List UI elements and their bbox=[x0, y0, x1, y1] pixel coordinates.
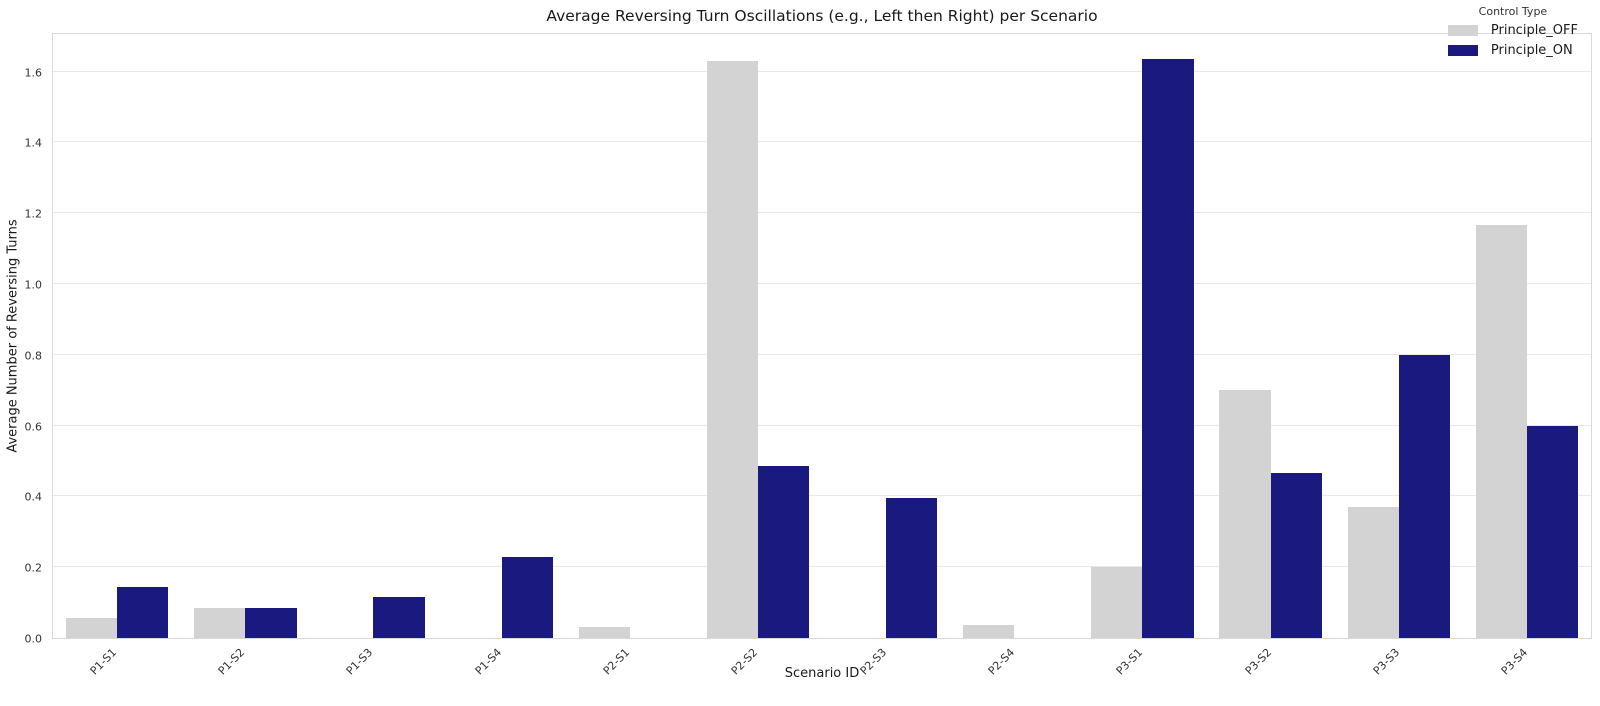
gridline bbox=[53, 141, 1591, 143]
gridline bbox=[53, 353, 1591, 355]
bars-container bbox=[53, 34, 1591, 638]
bar-principle_on-p1-s1 bbox=[117, 587, 169, 638]
bar-group-p1-s3 bbox=[309, 34, 437, 638]
bar-group-p2-s3 bbox=[822, 34, 950, 638]
bar-principle_off-p1-s2 bbox=[193, 607, 246, 638]
legend-row: Principle_OFF bbox=[1447, 23, 1578, 38]
bar-principle_off-p3-s2 bbox=[1219, 390, 1271, 638]
legend-swatch-principle-off bbox=[1447, 25, 1478, 36]
legend-label-principle-on: Principle_ON bbox=[1490, 43, 1573, 58]
y-tick-label: 0.6 bbox=[24, 420, 43, 434]
bar-group-p2-s2 bbox=[694, 34, 822, 638]
y-tick-label: 0.0 bbox=[24, 632, 43, 646]
y-tick-label: 1.6 bbox=[24, 66, 43, 80]
bar-group-p1-s4 bbox=[438, 34, 566, 638]
y-tick-label: 0.2 bbox=[24, 561, 43, 575]
y-axis-label: Average Number of Reversing Turns bbox=[5, 219, 21, 453]
legend-title: Control Type bbox=[1478, 5, 1548, 18]
gridline bbox=[53, 212, 1591, 214]
y-tick-label: 1.2 bbox=[24, 207, 43, 221]
bar-principle_off-p3-s4 bbox=[1475, 224, 1527, 638]
bar-principle_on-p3-s2 bbox=[1270, 472, 1322, 638]
plot-area bbox=[52, 33, 1592, 639]
gridline bbox=[53, 70, 1591, 72]
chart-title: Average Reversing Turn Oscillations (e.g… bbox=[546, 7, 1098, 25]
bar-principle_on-p1-s2 bbox=[245, 607, 297, 638]
y-tick-label: 1.0 bbox=[24, 278, 43, 292]
bar-group-p3-s2 bbox=[1207, 34, 1335, 638]
bar-principle_off-p3-s3 bbox=[1347, 507, 1399, 638]
bar-group-p2-s1 bbox=[566, 34, 694, 638]
bar-principle_on-p2-s2 bbox=[757, 465, 810, 638]
bar-principle_off-p2-s4 bbox=[963, 624, 1015, 638]
gridline bbox=[53, 424, 1591, 426]
x-axis-label: Scenario ID bbox=[784, 666, 860, 681]
bar-group-p3-s4 bbox=[1463, 34, 1591, 638]
bar-group-p1-s1 bbox=[53, 34, 181, 638]
legend: Control Type Principle_OFF Principle_ON bbox=[1447, 5, 1578, 63]
bar-group-p1-s2 bbox=[181, 34, 309, 638]
bar-principle_on-p3-s3 bbox=[1398, 354, 1451, 638]
bar-principle_on-p3-s4 bbox=[1526, 425, 1579, 638]
bar-group-p3-s1 bbox=[1078, 34, 1206, 638]
gridline bbox=[53, 495, 1591, 497]
bar-principle_on-p3-s1 bbox=[1142, 59, 1194, 638]
bar-group-p2-s4 bbox=[950, 34, 1078, 638]
bar-principle_off-p3-s1 bbox=[1091, 567, 1143, 638]
legend-row: Principle_ON bbox=[1447, 43, 1578, 58]
y-tick-label: 1.4 bbox=[24, 136, 43, 150]
bar-principle_on-p2-s3 bbox=[886, 498, 938, 638]
bar-principle_off-p2-s2 bbox=[706, 61, 758, 638]
y-tick-label: 0.4 bbox=[24, 490, 43, 504]
y-tick-label: 0.8 bbox=[24, 349, 43, 363]
bar-principle_off-p1-s1 bbox=[65, 617, 118, 638]
gridline bbox=[53, 283, 1591, 285]
legend-swatch-principle-on bbox=[1447, 45, 1478, 56]
bar-principle_on-p1-s4 bbox=[501, 556, 553, 638]
gridline bbox=[53, 566, 1591, 568]
bar-group-p3-s3 bbox=[1335, 34, 1463, 638]
bar-principle_on-p1-s3 bbox=[373, 597, 425, 638]
legend-label-principle-off: Principle_OFF bbox=[1490, 23, 1578, 38]
bar-principle_off-p2-s1 bbox=[578, 627, 630, 638]
